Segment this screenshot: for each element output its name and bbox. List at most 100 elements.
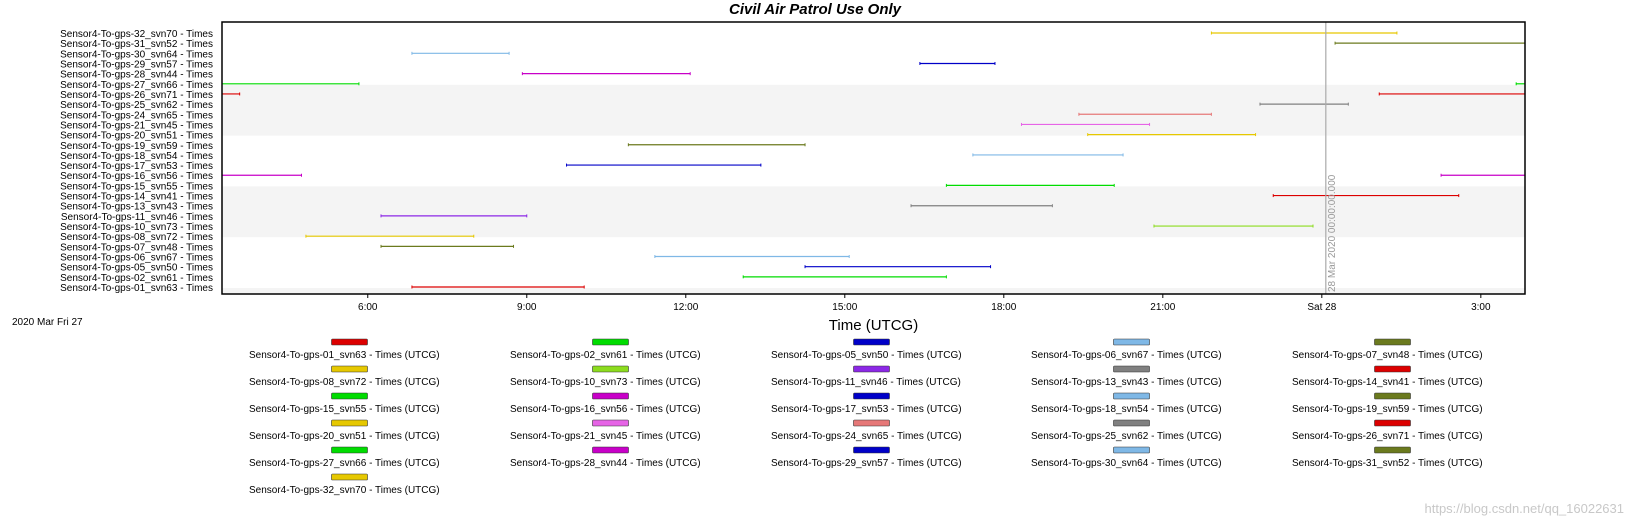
time-cursor: 28 Mar 2020 00:00:00.000 (1325, 22, 1338, 294)
legend: Sensor4-To-gps-01_svn63 - Times (UTCG) Se… (249, 338, 1483, 496)
x-tick-label: 15:00 (832, 302, 857, 313)
row-label: Sensor4-To-gps-07_svn48 - Times (60, 242, 213, 253)
row-label: Sensor4-To-gps-29_svn57 - Times (60, 59, 213, 70)
row-label: Sensor4-To-gps-27_svn66 - Times (60, 80, 213, 91)
legend-swatch (1113, 419, 1150, 427)
legend-label: Sensor4-To-gps-06_svn67 - Times (UTCG) (1031, 350, 1222, 361)
legend-swatch (592, 365, 629, 373)
plot-frame (221, 21, 1526, 295)
watermark-text: https://blog.csdn.net/qq_16022631 (1425, 501, 1625, 516)
legend-swatch (331, 365, 368, 373)
start-date-label: 2020 Mar Fri 27 (12, 317, 83, 328)
legend-label: Sensor4-To-gps-16_svn56 - Times (UTCG) (510, 404, 701, 415)
legend-label: Sensor4-To-gps-27_svn66 - Times (UTCG) (249, 458, 440, 469)
legend-swatch (1113, 365, 1150, 373)
row-label: Sensor4-To-gps-15_svn55 - Times (60, 181, 213, 192)
row-label: Sensor4-To-gps-26_svn71 - Times (60, 90, 213, 101)
legend-swatch (331, 446, 368, 454)
legend-swatch (853, 392, 890, 400)
row-label: Sensor4-To-gps-14_svn41 - Times (60, 192, 213, 203)
legend-label: Sensor4-To-gps-05_svn50 - Times (UTCG) (771, 350, 962, 361)
row-label: Sensor4-To-gps-06_svn67 - Times (60, 253, 213, 264)
row-label: Sensor4-To-gps-30_svn64 - Times (60, 49, 213, 60)
legend-label: Sensor4-To-gps-08_svn72 - Times (UTCG) (249, 377, 440, 388)
legend-label: Sensor4-To-gps-20_svn51 - Times (UTCG) (249, 431, 440, 442)
legend-label: Sensor4-To-gps-21_svn45 - Times (UTCG) (510, 431, 701, 442)
legend-label: Sensor4-To-gps-11_svn46 - Times (UTCG) (771, 377, 961, 388)
row-label: Sensor4-To-gps-01_svn63 - Times (60, 283, 213, 294)
legend-label: Sensor4-To-gps-31_svn52 - Times (UTCG) (1292, 458, 1483, 469)
legend-label: Sensor4-To-gps-18_svn54 - Times (UTCG) (1031, 404, 1222, 415)
legend-label: Sensor4-To-gps-24_svn65 - Times (UTCG) (771, 431, 962, 442)
legend-swatch (1113, 338, 1150, 346)
legend-label: Sensor4-To-gps-17_svn53 - Times (UTCG) (771, 404, 962, 415)
legend-label: Sensor4-To-gps-26_svn71 - Times (UTCG) (1292, 431, 1483, 442)
row-label: Sensor4-To-gps-32_svn70 - Times (60, 29, 213, 40)
x-tick-label: 9:00 (517, 302, 537, 313)
row-label: Sensor4-To-gps-10_svn73 - Times (60, 222, 213, 233)
legend-swatch (331, 392, 368, 400)
legend-swatch (331, 419, 368, 427)
legend-swatch (592, 338, 629, 346)
x-tick-label: 3:00 (1471, 302, 1491, 313)
row-band (222, 186, 1525, 238)
legend-swatch (853, 419, 890, 427)
chart-title: Civil Air Patrol Use Only (729, 1, 902, 18)
row-bands (222, 84, 1525, 294)
legend-swatch (1374, 392, 1411, 400)
legend-swatch (1374, 338, 1411, 346)
row-label: Sensor4-To-gps-05_svn50 - Times (60, 263, 213, 274)
interval-bars (221, 31, 1526, 289)
x-tick-label: Sat 28 (1307, 302, 1336, 313)
legend-swatch (1113, 446, 1150, 454)
row-label: Sensor4-To-gps-31_svn52 - Times (60, 39, 213, 50)
x-tick-label: 6:00 (358, 302, 378, 313)
legend-swatch (1374, 419, 1411, 427)
legend-label: Sensor4-To-gps-01_svn63 - Times (UTCG) (249, 350, 440, 361)
legend-swatch (1374, 446, 1411, 454)
legend-label: Sensor4-To-gps-19_svn59 - Times (UTCG) (1292, 404, 1483, 415)
legend-swatch (331, 473, 368, 481)
row-label: Sensor4-To-gps-11_svn46 - Times (61, 212, 213, 223)
legend-label: Sensor4-To-gps-13_svn43 - Times (UTCG) (1031, 377, 1222, 388)
row-label: Sensor4-To-gps-17_svn53 - Times (60, 161, 213, 172)
legend-swatch (853, 365, 890, 373)
x-tick-label: 18:00 (991, 302, 1016, 313)
row-band (222, 84, 1525, 136)
x-tick-label: 21:00 (1150, 302, 1175, 313)
cursor-label: 28 Mar 2020 00:00:00.000 (1327, 174, 1338, 292)
x-axis-ticks: 6:00 9:00 12:00 15:00 18:00 21:00 Sat 28 3:00 (358, 294, 1491, 313)
x-axis-title: Time (UTCG) (829, 317, 918, 334)
y-axis-labels: Sensor4-To-gps-32_svn70 - TimesSensor4-T… (60, 29, 213, 294)
row-label: Sensor4-To-gps-13_svn43 - Times (60, 202, 213, 213)
row-label: Sensor4-To-gps-25_svn62 - Times (60, 100, 213, 111)
row-band (222, 288, 1525, 294)
legend-swatch (1374, 365, 1411, 373)
legend-label: Sensor4-To-gps-02_svn61 - Times (UTCG) (510, 350, 701, 361)
legend-swatch (853, 446, 890, 454)
row-label: Sensor4-To-gps-18_svn54 - Times (60, 151, 213, 162)
x-tick-label: 12:00 (673, 302, 698, 313)
legend-swatch (592, 419, 629, 427)
legend-label: Sensor4-To-gps-14_svn41 - Times (UTCG) (1292, 377, 1483, 388)
legend-label: Sensor4-To-gps-32_svn70 - Times (UTCG) (249, 485, 440, 496)
row-label: Sensor4-To-gps-16_svn56 - Times (60, 171, 213, 182)
legend-swatch (592, 392, 629, 400)
legend-label: Sensor4-To-gps-29_svn57 - Times (UTCG) (771, 458, 962, 469)
row-label: Sensor4-To-gps-20_svn51 - Times (60, 131, 213, 142)
legend-swatch (331, 338, 368, 346)
legend-swatch (1113, 392, 1150, 400)
row-label: Sensor4-To-gps-19_svn59 - Times (60, 141, 213, 152)
row-label: Sensor4-To-gps-08_svn72 - Times (60, 232, 213, 243)
legend-label: Sensor4-To-gps-10_svn73 - Times (UTCG) (510, 377, 701, 388)
legend-label: Sensor4-To-gps-30_svn64 - Times (UTCG) (1031, 458, 1222, 469)
legend-label: Sensor4-To-gps-28_svn44 - Times (UTCG) (510, 458, 701, 469)
row-label: Sensor4-To-gps-28_svn44 - Times (60, 70, 213, 81)
legend-label: Sensor4-To-gps-15_svn55 - Times (UTCG) (249, 404, 440, 415)
legend-swatch (592, 446, 629, 454)
legend-label: Sensor4-To-gps-25_svn62 - Times (UTCG) (1031, 431, 1222, 442)
row-label: Sensor4-To-gps-21_svn45 - Times (60, 120, 213, 131)
row-label: Sensor4-To-gps-02_svn61 - Times (60, 273, 213, 284)
